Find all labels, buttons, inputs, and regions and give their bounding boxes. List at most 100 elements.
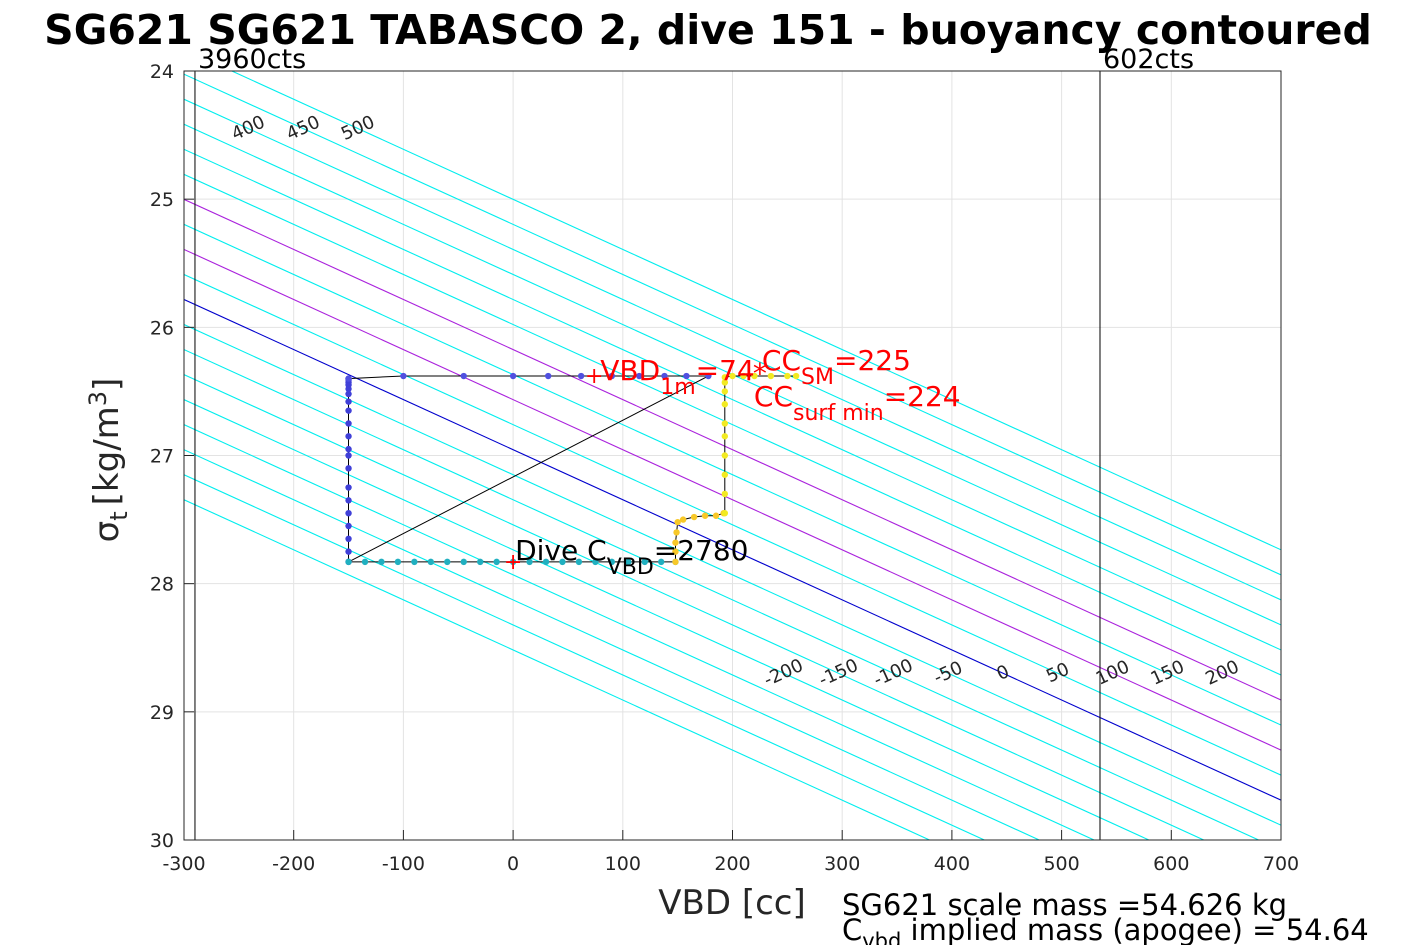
data-point [721,379,729,386]
data-point [509,558,517,566]
data-point [701,512,709,519]
contour-line--250 [184,424,1096,840]
y-tick-label: 27 [150,446,174,468]
y-tick-label: 28 [150,574,174,596]
x-tick-label: -200 [272,853,315,875]
data-point [657,558,665,566]
data-point [674,518,681,526]
data-point [444,558,451,566]
data-point [378,558,385,566]
x-tick-label: 400 [934,853,970,875]
contour-line-50 [184,273,1281,776]
contour-line-350 [184,123,1281,626]
data-point [721,401,729,408]
data-point [400,372,407,380]
limit-line-label: 3960cts [198,44,306,75]
data-point [784,372,791,380]
y-tick-label: 30 [150,830,174,852]
x-tick-label: -100 [382,853,425,875]
data-point [476,558,484,566]
data-point [636,372,643,380]
x-tick-label: 300 [824,853,860,875]
data-point [641,558,648,566]
marker-label: VBD1m=74 [600,354,754,400]
marker-symbol: + [585,364,603,389]
data-point [542,558,550,566]
y-tick-label: 25 [150,189,174,211]
x-tick-label: 600 [1153,853,1189,875]
y-tick-label: 24 [150,61,174,83]
implied-mass-note: Cvbd implied mass (apogee) = 54.64 [842,913,1369,945]
limit-line-label: 602cts [1103,44,1194,75]
data-point [411,558,418,566]
data-point [394,558,402,566]
data-point [683,372,690,380]
data-point [345,433,352,440]
contour-line-100 [184,248,1281,751]
contour-line--100 [184,348,1260,840]
contour-line--400 [184,499,931,840]
chart-title: SG621 SG621 TABASCO 2, dive 151 - buoyan… [44,6,1372,54]
contour-lines [184,71,1281,840]
data-point [712,512,720,519]
data-point [792,372,800,380]
data-point [577,372,585,380]
data-point [345,407,352,414]
data-point [460,558,467,566]
limit-lines: 3960cts 602cts [194,44,1194,840]
contour-line-450 [184,73,1281,576]
data-point [345,445,352,453]
marker-label: CCSM=225 [762,344,911,390]
data-point [345,452,352,459]
data-point [345,398,352,405]
contour-line-0 [184,298,1281,801]
marker-label: Dive CVBD=2780 [515,534,748,580]
y-axis-label: σt[kg/m3] [84,378,133,543]
data-point [672,558,679,566]
data-point [345,390,352,398]
x-tick-label: -300 [162,853,205,875]
data-point [559,558,566,566]
contour-line--350 [184,474,986,840]
data-point [679,516,687,523]
data-point [672,548,679,555]
trajectory-line [348,375,797,563]
contour-line--150 [184,373,1206,840]
marker-symbol: + [504,550,522,575]
x-axis-label: VBD [cc] [658,883,806,923]
data-point [625,558,632,566]
dive-trajectory [345,372,800,566]
data-point [690,513,698,521]
data-point [345,509,352,517]
data-point [705,372,712,380]
data-point [460,372,467,380]
data-point [345,484,352,491]
y-tick-label: 26 [150,317,174,339]
data-point [673,529,680,536]
data-point [361,558,369,566]
data-point [509,372,517,380]
data-point [767,372,775,380]
data-point [721,374,729,381]
data-point [721,433,729,440]
data-point [345,535,352,543]
data-point [721,452,729,459]
data-point [608,558,616,566]
data-point [721,509,729,517]
data-point [427,558,435,566]
data-point [345,558,352,566]
data-point [575,558,583,566]
contour-line-400 [184,98,1281,601]
data-point [345,548,352,555]
marker-label: CCsurf min=224 [754,380,961,426]
data-point [526,558,533,566]
x-tick-label: 500 [1043,853,1079,875]
x-tick-label: 0 [507,853,519,875]
data-point [721,420,729,427]
marker-symbol: * [753,357,767,390]
data-point [721,490,729,498]
contour-line--300 [184,449,1041,840]
contour-line-250 [184,173,1281,676]
